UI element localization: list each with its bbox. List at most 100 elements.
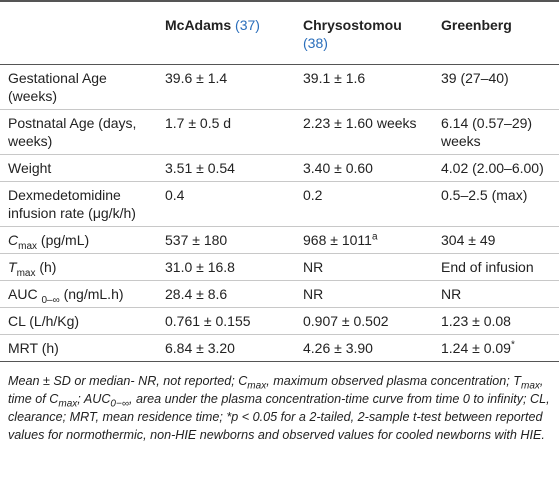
table-cell: NR: [295, 253, 433, 281]
subscript: max: [58, 398, 78, 410]
table-row: Cmax (pg/mL) 537 ± 180 968 ± 1011a 304 ± 49: [0, 226, 559, 254]
text: 1.7 ± 0.5 d: [165, 115, 232, 131]
superscript: a: [371, 231, 378, 243]
row-label: Postnatal Age (days, weeks): [0, 109, 157, 155]
footnote: Mean ± SD or median- NR, not reported; C…: [0, 362, 559, 444]
table-cell: 1.7 ± 0.5 d: [157, 109, 295, 155]
text: 4.26 ± 3.90: [303, 340, 373, 356]
subscript: max: [16, 267, 36, 279]
text: 1.23 ± 0.08: [441, 313, 511, 329]
header-row: McAdams (37) Chrysostomou (38) Greenberg: [0, 0, 559, 65]
text: NR: [303, 259, 324, 275]
row-label: Gestational Age (weeks): [0, 64, 157, 110]
header-cell: Chrysostomou (38): [295, 0, 433, 65]
italic-text: T: [8, 259, 17, 275]
table-row: Dexmedetomidine infusion rate (μg/k/h) 0.…: [0, 181, 559, 227]
table-row: AUC 0–∞ (ng/mL.h) 28.4 ± 8.6 NR NR: [0, 280, 559, 308]
text: 28.4 ± 8.6: [165, 286, 228, 302]
text: 0.907 ± 0.502: [303, 313, 389, 329]
text: (pg/mL): [37, 232, 90, 248]
text: 0.2: [303, 187, 323, 203]
row-label: Cmax (pg/mL): [0, 226, 157, 254]
text: (ng/mL.h): [59, 286, 124, 302]
table-cell: 0.2: [295, 181, 433, 227]
text: AUC: [8, 286, 42, 302]
text: 39.1 ± 1.6: [303, 70, 366, 86]
row-label: Tmax (h): [0, 253, 157, 281]
text: Mean ± SD or median- NR, not reported; C: [8, 374, 248, 388]
table-cell: 0.761 ± 0.155: [157, 307, 295, 335]
column-name: Greenberg: [441, 17, 512, 33]
table-cell: 1.23 ± 0.08: [433, 307, 559, 335]
reference-link: (37): [235, 17, 260, 33]
table-cell: NR: [433, 280, 559, 308]
text: , time of C: [8, 374, 544, 406]
superscript: *: [510, 339, 515, 351]
table-cell: 28.4 ± 8.6: [157, 280, 295, 308]
text: , maximum observed plasma concentration;…: [266, 374, 521, 388]
header-cell: Greenberg: [433, 0, 559, 65]
header-cell: McAdams (37): [157, 0, 295, 65]
text: MRT (h): [8, 340, 59, 356]
row-label: CL (L/h/Kg): [0, 307, 157, 335]
table-cell: 304 ± 49: [433, 226, 559, 254]
text: 3.40 ± 0.60: [303, 160, 373, 176]
text: Postnatal Age (days, weeks): [8, 115, 137, 149]
text: CL (L/h/Kg): [8, 313, 80, 329]
text: 537 ± 180: [165, 232, 228, 248]
table-cell: 0.907 ± 0.502: [295, 307, 433, 335]
table-cell: 1.24 ± 0.09*: [433, 334, 559, 362]
italic-text: C: [8, 232, 19, 248]
header-cell: [0, 0, 157, 65]
text: 0.5–2.5 (max): [441, 187, 528, 203]
table-row: MRT (h) 6.84 ± 3.20 4.26 ± 3.90 1.24 ± 0.09…: [0, 334, 559, 362]
row-label: Weight: [0, 154, 157, 182]
table-cell: 968 ± 1011a: [295, 226, 433, 254]
text: Dexmedetomidine infusion rate (μg/k/h): [8, 187, 136, 221]
text: (h): [35, 259, 57, 275]
table-cell: 3.40 ± 0.60: [295, 154, 433, 182]
text: 0.4: [165, 187, 185, 203]
text: 968 ± 1011: [303, 232, 372, 248]
text: 6.84 ± 3.20: [165, 340, 235, 356]
row-label: Dexmedetomidine infusion rate (μg/k/h): [0, 181, 157, 227]
row-label: AUC 0–∞ (ng/mL.h): [0, 280, 157, 308]
table-cell: 39.1 ± 1.6: [295, 64, 433, 110]
data-table: McAdams (37) Chrysostomou (38) Greenberg G…: [0, 0, 559, 362]
table-cell: End of infusion: [433, 253, 559, 281]
table-row: Tmax (h) 31.0 ± 16.8 NR End of infusion: [0, 253, 559, 281]
text: Weight: [8, 160, 52, 176]
text: Gestational Age (weeks): [8, 70, 107, 104]
column-name: McAdams: [165, 17, 232, 33]
table-cell: 4.02 (2.00–6.00): [433, 154, 559, 182]
subscript: max: [247, 380, 267, 392]
table-body: Gestational Age (weeks) 39.6 ± 1.4 39.1 ± …: [0, 64, 559, 362]
row-label: MRT (h): [0, 334, 157, 362]
text: 2.23 ± 1.60 weeks: [303, 115, 417, 131]
table-cell: 39 (27–40): [433, 64, 559, 110]
column-name: Chrysostomou: [303, 17, 402, 33]
text: 4.02 (2.00–6.00): [441, 160, 544, 176]
text: ; AUC: [77, 392, 111, 406]
table-cell: 537 ± 180: [157, 226, 295, 254]
subscript: 0–∞: [41, 294, 60, 306]
table-cell: 39.6 ± 1.4: [157, 64, 295, 110]
table-row: Weight 3.51 ± 0.54 3.40 ± 0.60 4.02 (2.00–6…: [0, 154, 559, 182]
table-cell: NR: [295, 280, 433, 308]
text: NR: [303, 286, 324, 302]
text: 6.14 (0.57–29) weeks: [441, 115, 533, 149]
table-cell: 3.51 ± 0.54: [157, 154, 295, 182]
table-cell: 0.4: [157, 181, 295, 227]
table-cell: 6.14 (0.57–29) weeks: [433, 109, 559, 155]
subscript: 0−∞: [110, 398, 129, 410]
subscript: max: [520, 380, 540, 392]
table-cell: 2.23 ± 1.60 weeks: [295, 109, 433, 155]
table-row: CL (L/h/Kg) 0.761 ± 0.155 0.907 ± 0.502 1.2…: [0, 307, 559, 335]
text: 3.51 ± 0.54: [165, 160, 235, 176]
text: 39.6 ± 1.4: [165, 70, 228, 86]
text: 304 ± 49: [441, 232, 496, 248]
text: 31.0 ± 16.8: [165, 259, 235, 275]
text: NR: [441, 286, 462, 302]
table-row: Gestational Age (weeks) 39.6 ± 1.4 39.1 ± …: [0, 64, 559, 110]
table-cell: 4.26 ± 3.90: [295, 334, 433, 362]
